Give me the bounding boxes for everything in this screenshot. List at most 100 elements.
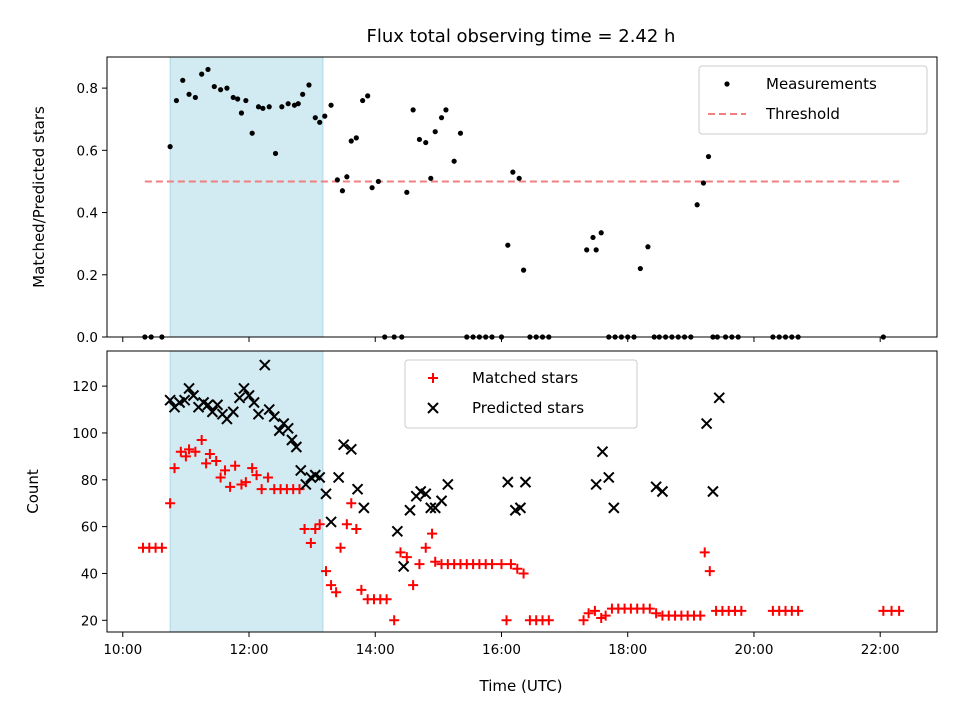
data-point: [196, 434, 207, 445]
data-point: [451, 158, 457, 164]
data-point: [391, 525, 404, 538]
data-point: [211, 83, 217, 90]
data-point: [598, 230, 604, 236]
x-tick-label: 10:00: [103, 642, 142, 658]
legend: Matched stars Predicted stars: [404, 359, 638, 429]
data-point: [187, 389, 200, 402]
data-point: [184, 444, 195, 455]
y-tick-label: 0.0: [77, 330, 98, 346]
legend-box: [404, 359, 638, 429]
data-point: [520, 267, 527, 273]
data-point: [295, 101, 301, 107]
data-point: [165, 498, 176, 509]
data-point: [312, 115, 318, 121]
data-point: [305, 538, 316, 549]
data-point: [656, 485, 669, 498]
data-point: [192, 94, 198, 101]
data-point: [345, 443, 357, 456]
data-point: [259, 359, 271, 371]
data-point: [637, 265, 643, 272]
data-point: [252, 408, 265, 420]
data-point: [705, 153, 712, 160]
data-point: [395, 547, 406, 558]
data-point: [175, 446, 186, 457]
data-point: [300, 478, 312, 491]
data-point: [543, 615, 554, 626]
data-point: [243, 389, 255, 402]
data-point: [505, 242, 511, 248]
data-point: [286, 434, 298, 446]
data-point: [263, 403, 275, 416]
data-point: [650, 481, 662, 493]
data-point: [736, 605, 747, 616]
data-point: [173, 97, 180, 104]
data-point: [306, 82, 312, 88]
legend-marker: [428, 373, 438, 383]
legend-label: Predicted stars: [472, 399, 584, 417]
data-point: [248, 396, 260, 409]
data-point: [427, 528, 438, 539]
data-point: [341, 519, 352, 530]
data-point: [603, 471, 615, 484]
data-point: [230, 94, 236, 101]
data-point: [644, 603, 655, 614]
data-point: [325, 516, 337, 528]
legend: Measurements Threshold: [698, 65, 928, 135]
top-panel: 0.0 0.2 0.4 0.6 0.8 Matched/Predicted stars Me…: [30, 56, 938, 346]
data-point: [273, 424, 286, 437]
data-point: [645, 244, 651, 250]
data-point: [700, 417, 713, 430]
x-axis-label: Time (UTC): [479, 677, 563, 695]
data-point: [313, 471, 326, 484]
data-point: [420, 488, 432, 500]
data-point: [397, 560, 410, 573]
data-point: [381, 594, 392, 605]
data-point: [205, 66, 211, 73]
data-point: [326, 580, 337, 591]
data-point: [404, 189, 410, 195]
data-point: [256, 484, 267, 495]
data-point: [510, 169, 516, 175]
series-matched-stars: [137, 434, 905, 626]
data-point: [272, 150, 279, 157]
data-point: [321, 566, 332, 577]
data-point: [183, 382, 195, 395]
data-point: [600, 610, 611, 621]
y-tick-label: 0.4: [77, 206, 98, 222]
data-point: [328, 102, 334, 108]
data-point: [351, 483, 364, 495]
data-point: [699, 547, 710, 558]
data-point: [516, 175, 522, 181]
y-tick-label: 0.2: [77, 268, 98, 284]
data-point: [404, 504, 416, 516]
data-point: [358, 502, 370, 514]
x-tick-label: 16:00: [482, 642, 521, 658]
x-tick-label: 20:00: [735, 642, 774, 658]
data-point: [332, 471, 345, 484]
data-point: [589, 605, 600, 616]
data-point: [335, 542, 346, 553]
data-point: [300, 91, 306, 97]
data-point: [320, 488, 332, 500]
data-point: [695, 610, 706, 621]
y-tick-label: 80: [81, 473, 98, 489]
data-point: [164, 394, 176, 406]
y-tick-label: 100: [72, 426, 98, 442]
chart-title: Flux total observing time = 2.42 h: [367, 26, 676, 47]
data-point: [331, 587, 342, 598]
data-point: [240, 477, 251, 488]
data-point: [314, 519, 325, 530]
data-point: [218, 87, 224, 93]
data-point: [334, 177, 340, 183]
data-point: [266, 104, 272, 110]
data-point: [268, 410, 280, 423]
legend-marker: [427, 402, 439, 414]
data-point: [438, 115, 445, 121]
data-point: [608, 502, 620, 514]
data-point: [584, 247, 590, 253]
data-point: [295, 464, 307, 477]
data-point: [225, 481, 236, 492]
data-point: [428, 175, 434, 181]
data-point: [505, 559, 516, 570]
data-point: [227, 406, 239, 418]
